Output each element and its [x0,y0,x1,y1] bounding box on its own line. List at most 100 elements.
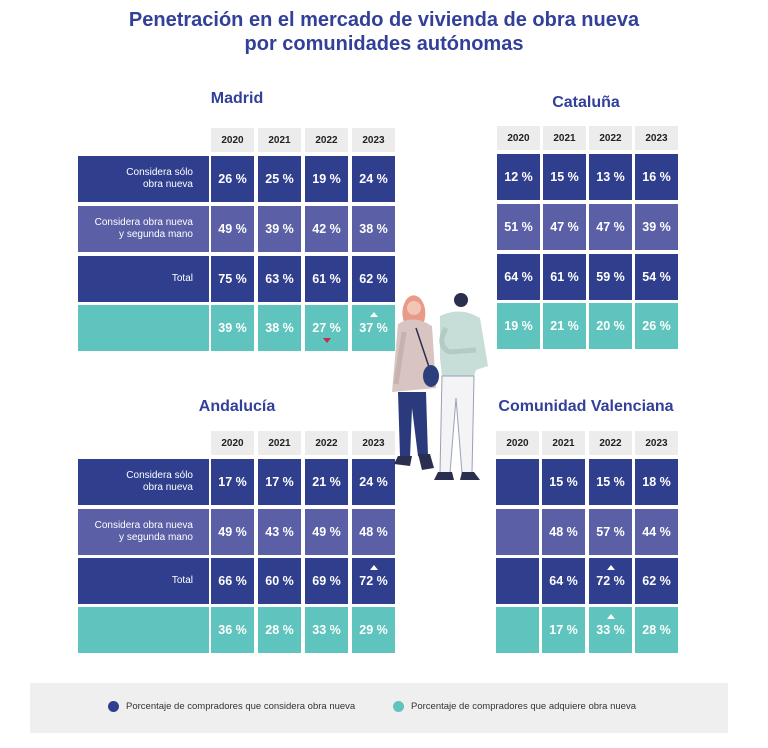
value-cell: 47 % [589,204,632,250]
value-cell: 64 % [542,558,585,604]
value-cell: 24 % [352,459,395,505]
legend-item-considera: Porcentaje de compradores que considera … [108,701,355,712]
year-header: 2021 [258,128,301,152]
value-cell: 29 % [352,607,395,653]
value-cell: 33 % [305,607,348,653]
region-title-comunidad-valenciana: Comunidad Valenciana [498,398,674,415]
value-cell: 19 % [305,156,348,202]
value-cell: 17 % [211,459,254,505]
title-line-1: Penetración en el mercado de vivienda de… [128,9,640,31]
legend-label: Porcentaje de compradores que adquiere o… [411,701,636,712]
row-label-text: Considera obra nueva y segunda mano [94,520,193,543]
value-cell: 49 % [305,509,348,555]
value-cell: 25 % [258,156,301,202]
value-cell: 69 % [305,558,348,604]
value-cell: 15 % [589,459,632,505]
value-cell: 36 % [211,607,254,653]
year-header: 2023 [635,126,678,150]
value-cell: 39 % [258,206,301,252]
arrow-up-icon [606,614,615,619]
value-cell: 48 % [542,509,585,555]
value-cell: 28 % [258,607,301,653]
value-cell: 38 % [258,305,301,351]
value-cell: 13 % [589,154,632,200]
row-label [78,607,209,653]
year-header: 2022 [305,431,348,455]
value-cell: 60 % [258,558,301,604]
row-label: Considera obra nueva y segunda mano [78,509,209,555]
value-cell: 24 % [352,156,395,202]
couple-walking-illustration [392,293,488,480]
value-cell: 21 % [543,303,586,349]
row-label-text: Considera sólo obra nueva [126,470,193,493]
value-cell: 64 % [497,254,540,300]
value-cell: 20 % [589,303,632,349]
value-cell: 43 % [258,509,301,555]
year-header: 2021 [258,431,301,455]
value-cell: 54 % [635,254,678,300]
region-title-cataluna: Cataluña [552,94,620,111]
value-cell: 26 % [635,303,678,349]
value-cell: 27 % [305,305,348,351]
value-cell: 26 % [211,156,254,202]
value-cell: 28 % [635,607,678,653]
row-label-text: Considera sólo obra nueva [126,167,193,190]
value-cell: 61 % [305,256,348,302]
value-cell: 49 % [211,509,254,555]
row-label: Considera sólo obra nueva [78,459,209,505]
year-header: 2023 [352,431,395,455]
year-header: 2020 [496,431,539,455]
legend-label: Porcentaje de compradores que considera … [126,701,356,712]
value-cell: 39 % [211,305,254,351]
row-label-text: Total [171,273,193,284]
page-title: Penetración en el mercado de vivienda de… [0,8,768,56]
legend: Porcentaje de compradores que considera … [30,683,728,733]
arrow-up-icon [369,565,378,570]
value-cell: 57 % [589,509,632,555]
value-cell: 75 % [211,256,254,302]
value-cell: 15 % [542,459,585,505]
value-cell: 49 % [211,206,254,252]
year-header: 2020 [211,128,254,152]
arrow-down-icon [322,338,331,343]
legend-item-adquiere: Porcentaje de compradores que adquiere o… [393,701,636,712]
year-header: 2022 [589,431,632,455]
value-cell: 19 % [497,303,540,349]
value-cell: 42 % [305,206,348,252]
year-header: 2022 [305,128,348,152]
year-header: 2021 [542,431,585,455]
value-cell: 18 % [635,459,678,505]
year-header: 2023 [352,128,395,152]
value-cell [496,459,539,505]
value-cell: 38 % [352,206,395,252]
value-cell: 44 % [635,509,678,555]
value-cell: 48 % [352,509,395,555]
value-cell [496,607,539,653]
year-header: 2022 [589,126,632,150]
row-label-text: Total [171,575,193,586]
value-cell: 17 % [542,607,585,653]
value-cell: 61 % [543,254,586,300]
year-header: 2023 [635,431,678,455]
value-cell: 39 % [635,204,678,250]
region-title-madrid: Madrid [210,90,264,107]
row-label: Total [78,256,209,302]
value-cell: 21 % [305,459,348,505]
legend-dot-dark [108,701,119,712]
value-cell [496,509,539,555]
value-cell: 17 % [258,459,301,505]
row-label-text: Considera obra nueva y segunda mano [94,217,193,240]
arrow-up-icon [369,312,378,317]
value-cell: 15 % [543,154,586,200]
row-label: Considera obra nueva y segunda mano [78,206,209,252]
value-cell: 66 % [211,558,254,604]
value-cell: 47 % [543,204,586,250]
row-label: Considera sólo obra nueva [78,156,209,202]
row-label [78,305,209,351]
arrow-up-icon [606,565,615,570]
value-cell: 59 % [589,254,632,300]
value-cell: 51 % [497,204,540,250]
year-header: 2020 [211,431,254,455]
title-line-2: por comunidades autónomas [244,33,524,55]
row-label: Total [78,558,209,604]
